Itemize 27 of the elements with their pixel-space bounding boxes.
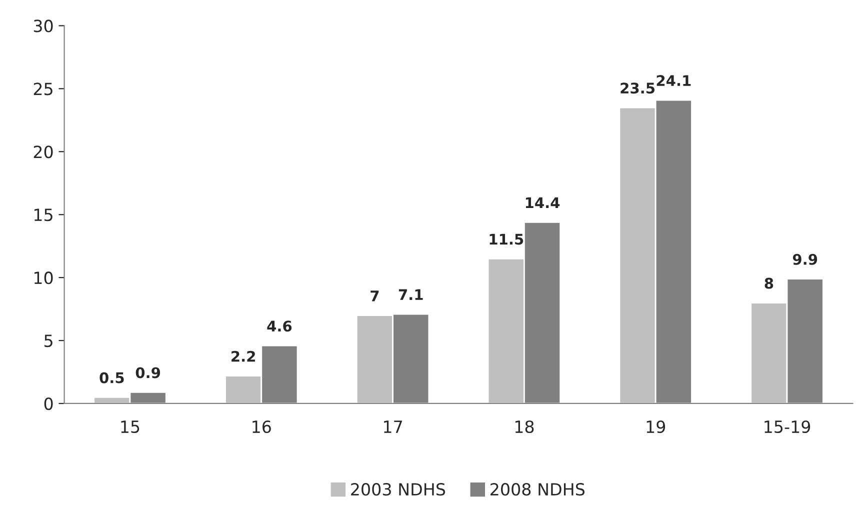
x-tick-label: 19: [646, 420, 666, 434]
data-label: 4.6: [267, 320, 292, 332]
y-tick-label: 5: [44, 334, 52, 348]
y-tick-label: 0: [44, 397, 53, 410]
data-label: 7.1: [398, 289, 423, 300]
y-tick-label: 30: [34, 20, 53, 32]
data-label: 11.5: [490, 234, 524, 245]
y-tick-label: 10: [34, 272, 53, 284]
legend-label: 2008 NDHS: [490, 483, 585, 496]
x-tick-label: 17: [384, 420, 402, 433]
x-tick-label: 15: [121, 420, 140, 434]
y-tick-label: 25: [34, 82, 52, 96]
data-label: 0.9: [136, 367, 160, 378]
data-label: 14.4: [526, 197, 560, 208]
x-tick-label: 15-19: [764, 420, 810, 434]
data-label: 23.5: [620, 82, 655, 94]
x-tick-label: 18: [515, 420, 534, 434]
data-label: 0.5: [100, 372, 124, 384]
data-label: 9.9: [792, 254, 818, 265]
x-tick-label: 16: [252, 420, 271, 434]
data-label: 7: [370, 290, 379, 302]
y-tick-label: 15: [34, 208, 52, 222]
data-label: 2.2: [232, 350, 255, 362]
y-tick-label: 20: [34, 146, 53, 158]
data-label: 24.1: [656, 75, 691, 86]
data-label: 8: [764, 278, 774, 289]
legend-label: 2003 NDHS: [351, 483, 446, 496]
